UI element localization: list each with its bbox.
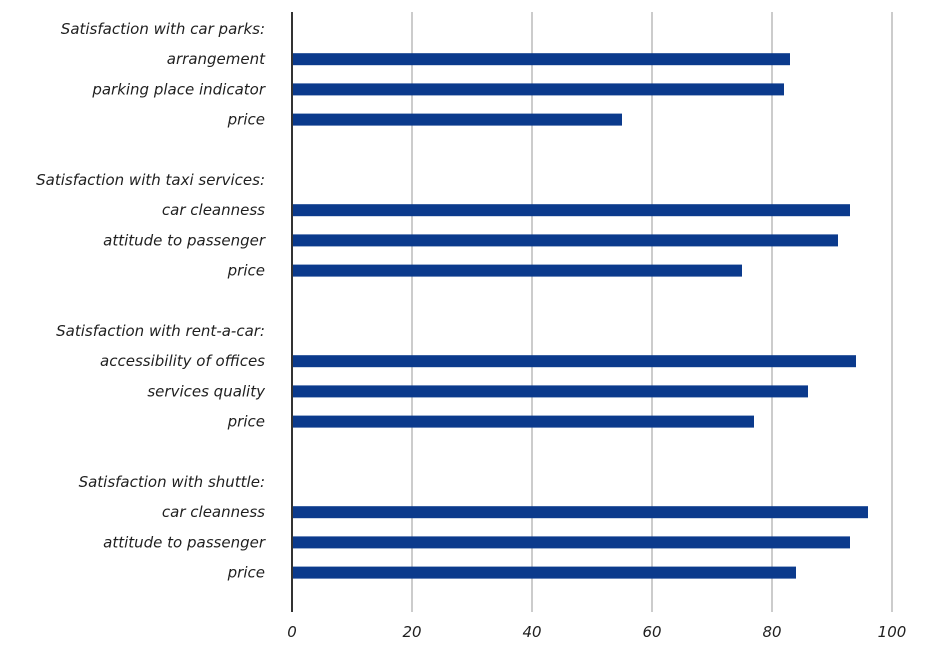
x-tick-label: 20	[402, 623, 421, 641]
category-label: price	[227, 413, 265, 431]
x-tick-label: 60	[642, 623, 661, 641]
category-label: car cleanness	[162, 503, 265, 521]
category-label: services quality	[147, 382, 266, 400]
x-tick-label: 0	[287, 623, 297, 641]
bar	[292, 415, 754, 428]
category-label: price	[227, 564, 265, 582]
bar	[292, 385, 808, 398]
group-label: Satisfaction with taxi services:	[36, 171, 265, 189]
bar	[292, 113, 622, 126]
bar	[292, 536, 850, 549]
category-label: accessibility of offices	[100, 352, 265, 370]
category-label: car cleanness	[162, 201, 265, 219]
bar	[292, 83, 784, 96]
label-layer: Satisfaction with car parks: arrangement p…	[36, 20, 266, 582]
x-tick-label: 80	[762, 623, 781, 641]
bar	[292, 355, 856, 368]
x-tick-label: 40	[522, 623, 541, 641]
category-label: parking place indicator	[91, 80, 266, 98]
x-tick-label: 100	[878, 623, 907, 641]
bar	[292, 264, 742, 277]
group-label: Satisfaction with car parks:	[61, 20, 265, 38]
grid-layer	[411, 12, 893, 612]
tick-layer: 0 20 40 60 80 100	[287, 12, 906, 641]
bar	[292, 506, 868, 519]
bar	[292, 566, 796, 579]
category-label: price	[227, 262, 265, 280]
bar-layer	[292, 53, 868, 579]
bar	[292, 204, 850, 217]
bar	[292, 53, 790, 66]
category-label: arrangement	[167, 50, 266, 68]
bar	[292, 234, 838, 247]
group-label: Satisfaction with shuttle:	[79, 473, 265, 491]
group-label: Satisfaction with rent-a-car:	[56, 322, 265, 340]
category-label: price	[227, 111, 265, 129]
category-label: attitude to passenger	[103, 533, 266, 551]
category-label: attitude to passenger	[103, 231, 266, 249]
